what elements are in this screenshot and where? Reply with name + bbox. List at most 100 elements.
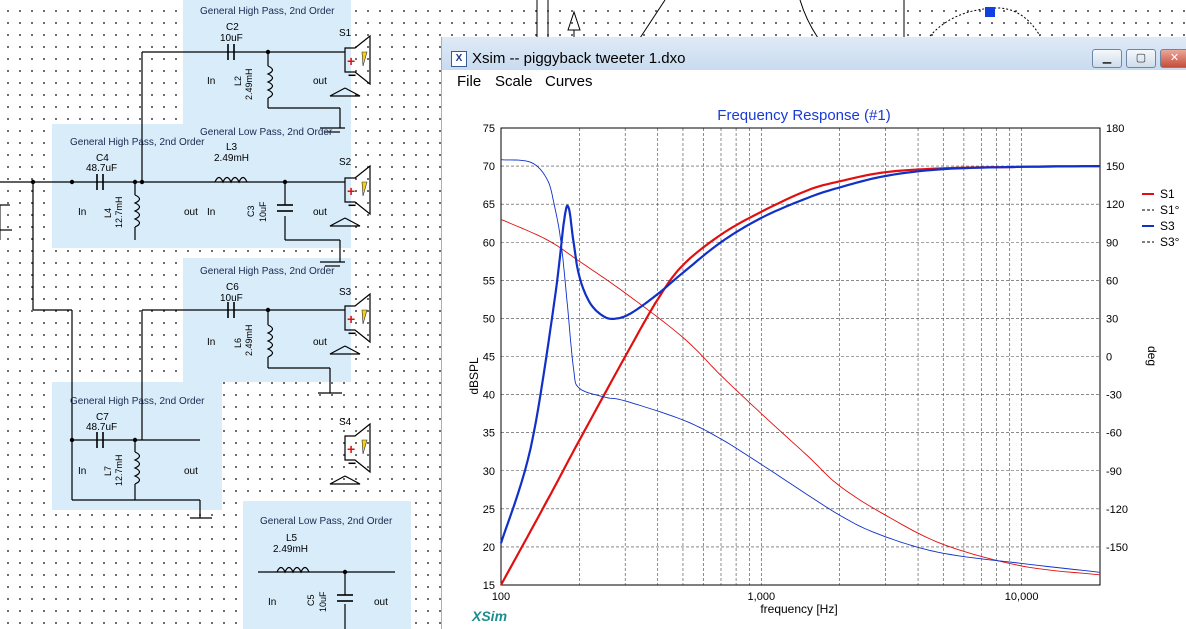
plot-frame [500,127,1101,586]
series-line-s3-phase [500,159,1101,573]
y-tick-label: 30 [483,466,495,478]
chart-series [499,159,1101,586]
speaker-icons [329,34,371,485]
block-title: General High Pass, 2nd Order [200,266,335,277]
y2-tick-label: -90 [1106,466,1122,478]
x-tick-label: 100 [492,591,510,603]
component-label: C6 [226,282,239,293]
speaker-label: S4 [339,417,352,428]
y-tick-label: 40 [483,390,495,402]
port-out-label: out [184,466,198,477]
chart-grid [500,127,1101,586]
component-value: 2.49mH [244,68,254,100]
menu-curves[interactable]: Curves [545,73,593,90]
menu-file[interactable]: File [457,73,482,90]
x-axis-label: frequency [Hz] [760,602,837,616]
chart-title: Frequency Response (#1) [717,107,890,124]
component-value: 10uF [258,201,268,222]
block-title: General Low Pass, 2nd Order [200,127,333,138]
y2-tick-label: 60 [1106,275,1118,287]
component-label: C5 [306,594,316,606]
svg-text:+: + [347,441,355,457]
y-tick-label: 15 [483,580,495,592]
minimize-button[interactable]: ▁ [1092,49,1122,68]
y2-axis-label: deg [1145,346,1159,366]
xsim-logo: XSim [472,608,508,624]
circuit-wiring: + + + + − − − − [0,34,395,629]
svg-text:−: − [348,455,356,471]
component-value: 2.49mH [273,544,309,555]
xsim-window[interactable]: X Xsim -- piggyback tweeter 1.dxo ▁ ▢ ✕ … [441,37,1186,629]
legend-entry: S3° [1160,235,1180,249]
port-out-label: out [313,76,327,87]
window-titlebar[interactable]: X Xsim -- piggyback tweeter 1.dxo ▁ ▢ ✕ [442,37,1186,70]
port-in-label: In [268,597,277,608]
y-tick-label: 50 [483,313,495,325]
y-tick-label: 70 [483,161,495,173]
chart-legend: S1 S1° S3 S3° [1142,187,1180,249]
y2-tick-label: 30 [1106,313,1118,325]
component-value: 2.49mH [244,324,254,356]
port-in-label: In [207,337,216,348]
block-title: General High Pass, 2nd Order [70,396,205,407]
filter-block-l5[interactable] [243,501,411,629]
component-label: L4 [103,207,113,218]
port-out-label: out [374,597,388,608]
filter-block-c7[interactable] [52,382,222,510]
port-out-label: out [313,207,327,218]
svg-text:+: + [347,311,355,327]
component-value: 10uF [220,293,243,304]
port-in-label: In [207,76,216,87]
component-value: 10uF [220,33,243,44]
svg-text:+: + [347,183,355,199]
close-button[interactable]: ✕ [1160,49,1186,68]
speaker-label: S1 [339,28,352,39]
y-tick-label: 75 [483,123,495,135]
component-label: C7 [96,412,109,423]
y2-tick-label: -30 [1106,390,1122,402]
y2-tick-label: 0 [1106,352,1112,364]
y2-tick-label: 120 [1106,199,1124,211]
svg-text:+: + [347,53,355,69]
component-label: C3 [246,205,256,217]
filter-block-c6[interactable] [183,258,351,382]
port-in-label: In [78,466,87,477]
filter-block-l3[interactable] [196,124,351,248]
chart-axes: 15 20 25 30 35 40 45 50 55 60 65 70 75 -150 -120 -90 -60… [483,123,1128,603]
y-tick-label: 60 [483,237,495,249]
block-title: General High Pass, 2nd Order [200,6,335,17]
port-in-label: In [207,207,216,218]
series-line-s1 [500,165,1100,586]
filter-block-c4[interactable] [52,124,202,248]
svg-text:−: − [348,325,356,341]
filter-block-c2[interactable] [183,0,351,124]
component-value: 12.7mH [114,454,124,486]
y2-tick-label: 90 [1106,237,1118,249]
x-tick-label: 10,000 [1005,591,1039,603]
app-logo-icon: X [451,51,467,67]
y2-tick-label: 180 [1106,123,1124,135]
menu-scale[interactable]: Scale [495,73,533,90]
legend-entry: S1 [1160,187,1175,201]
port-in-label: In [78,207,87,218]
y-tick-label: 55 [483,275,495,287]
component-value: 48.7uF [86,422,118,433]
y-tick-label: 25 [483,504,495,516]
maximize-button[interactable]: ▢ [1126,49,1156,68]
component-label: L7 [103,465,113,476]
component-value: 12.7mH [114,196,124,228]
block-title: General High Pass, 2nd Order [70,137,205,148]
component-label: L5 [286,533,298,544]
block-title: General Low Pass, 2nd Order [260,516,393,527]
series-line-s1-phase [500,218,1101,576]
speaker-label: S2 [339,157,352,168]
port-out-label: out [184,207,198,218]
y-tick-label: 20 [483,542,495,554]
component-value: 10uF [318,591,328,612]
frequency-response-chart[interactable]: Frequency Response (#1) 15 20 25 30 35 40 45 50… [442,94,1186,629]
y2-tick-label: -120 [1106,504,1128,516]
series-line-s3 [499,165,1100,544]
component-label: C4 [96,153,109,164]
y-tick-label: 35 [483,428,495,440]
y-tick-label: 65 [483,199,495,211]
